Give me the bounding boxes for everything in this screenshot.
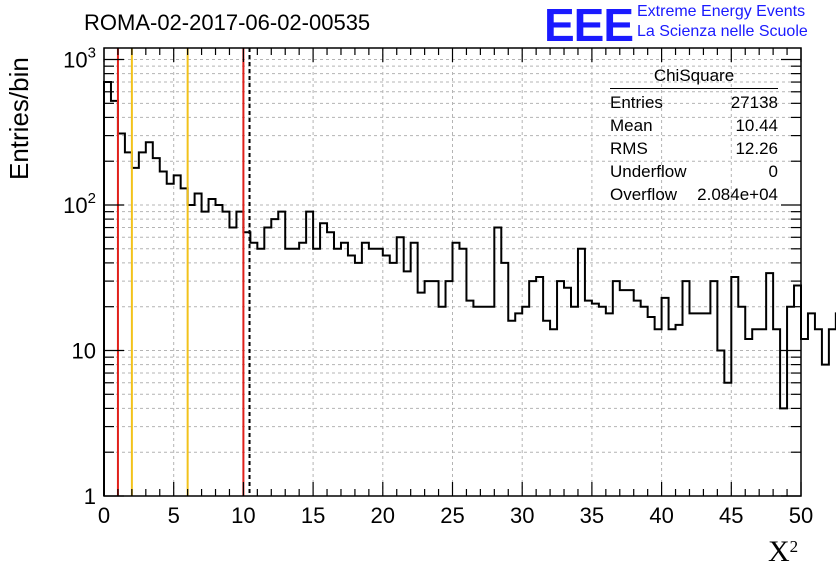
y-tick-label: 1 xyxy=(84,484,96,509)
stats-label: RMS xyxy=(610,139,648,158)
stats-row: Entries 27138 xyxy=(610,91,778,114)
y-tick-label: 10 xyxy=(72,339,96,364)
stats-value: 27138 xyxy=(730,93,778,112)
stats-label: Mean xyxy=(610,116,653,135)
x-tick-label: 40 xyxy=(649,503,673,528)
x-tick-label: 45 xyxy=(719,503,743,528)
stats-row: Overflow 2.084e+04 xyxy=(610,183,778,206)
y-tick-label: 103 xyxy=(63,45,96,73)
y-tick-label: 102 xyxy=(63,190,96,218)
stats-title: ChiSquare xyxy=(610,66,778,89)
x-tick-label: 5 xyxy=(168,503,180,528)
x-tick-label: 25 xyxy=(440,503,464,528)
logo-subtitle-1: Extreme Energy Events xyxy=(637,3,806,20)
stats-label: Underflow xyxy=(610,162,687,181)
stats-label: Entries xyxy=(610,93,663,112)
reference-lines xyxy=(116,48,251,496)
x-tick-label: 35 xyxy=(580,503,604,528)
stats-label: Overflow xyxy=(610,185,678,204)
x-tick-label: 20 xyxy=(371,503,395,528)
y-axis-label: Entries/bin xyxy=(4,57,34,180)
stats-box: ChiSquare Entries 27138 Mean 10.44 RMS 12.2… xyxy=(610,66,778,206)
histogram-series xyxy=(103,81,836,496)
histogram-line xyxy=(103,81,836,496)
stats-row: Mean 10.44 xyxy=(610,114,778,137)
stats-row: RMS 12.26 xyxy=(610,137,778,160)
x-axis: 0 5 10 15 20 25 30 35 40 45 50 xyxy=(98,48,813,528)
x-tick-label: 10 xyxy=(231,503,255,528)
stats-value: 12.26 xyxy=(735,139,778,158)
x-tick-label: 50 xyxy=(789,503,813,528)
y-axis: 1 10 102 103 xyxy=(63,45,801,509)
x-tick-label: 30 xyxy=(510,503,534,528)
stats-value: 10.44 xyxy=(735,116,778,135)
eee-logo: EEE xyxy=(544,0,634,51)
stats-row: Underflow 0 xyxy=(610,160,778,183)
chart-title: ROMA-02-2017-06-02-00535 xyxy=(84,10,371,35)
x-tick-label: 0 xyxy=(98,503,110,528)
x-tick-label: 15 xyxy=(301,503,325,528)
stats-value: 2.084e+04 xyxy=(697,185,778,204)
logo-subtitle-2: La Scienza nelle Scuole xyxy=(637,23,808,40)
x-axis-label: X2 xyxy=(768,535,799,568)
stats-value: 0 xyxy=(768,162,778,181)
